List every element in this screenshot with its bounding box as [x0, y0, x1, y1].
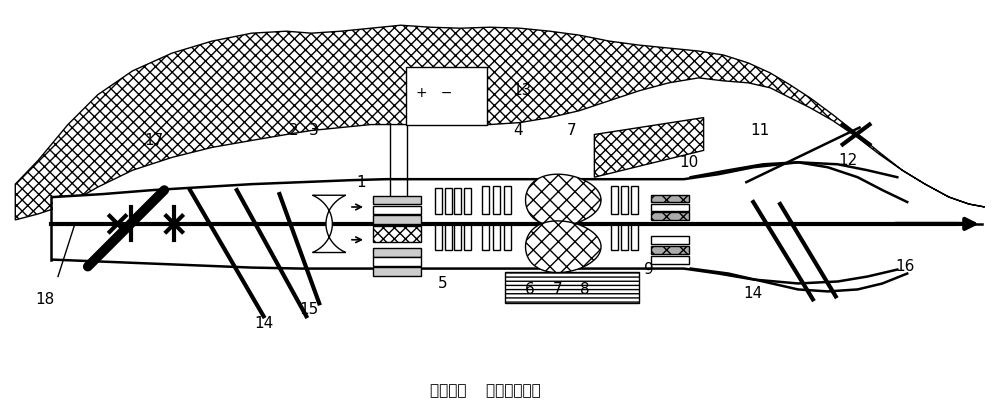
Polygon shape — [526, 174, 601, 226]
Bar — [435, 224, 442, 250]
Bar — [373, 215, 421, 224]
Text: 5: 5 — [438, 276, 447, 291]
Bar — [373, 226, 421, 242]
Bar — [373, 267, 421, 276]
Bar — [493, 224, 500, 250]
Text: 18: 18 — [35, 292, 55, 307]
Text: 12: 12 — [838, 153, 857, 168]
Bar — [445, 224, 452, 250]
Polygon shape — [313, 195, 346, 253]
Bar — [611, 186, 618, 214]
Bar — [651, 204, 689, 211]
Bar — [611, 224, 618, 250]
Bar — [464, 188, 471, 214]
Bar — [651, 213, 689, 220]
Text: 发电部分    燃气涡轮部分: 发电部分 燃气涡轮部分 — [430, 383, 540, 398]
Bar — [651, 194, 689, 202]
Text: 10: 10 — [679, 155, 698, 170]
Text: 13: 13 — [512, 83, 532, 98]
Text: 14: 14 — [744, 286, 763, 301]
Text: 17: 17 — [145, 133, 164, 148]
Text: 7: 7 — [553, 282, 562, 297]
Bar — [406, 67, 487, 124]
Text: 8: 8 — [580, 282, 589, 297]
Bar — [373, 257, 421, 266]
Text: 1: 1 — [356, 175, 366, 190]
Polygon shape — [15, 25, 985, 220]
Bar — [621, 224, 628, 250]
Bar — [373, 206, 421, 214]
Text: 3: 3 — [308, 123, 318, 138]
Bar — [482, 224, 489, 250]
Text: 15: 15 — [300, 302, 319, 317]
Text: 7: 7 — [567, 123, 576, 138]
Text: +   −: + − — [416, 86, 452, 100]
Bar — [464, 224, 471, 250]
Bar — [651, 256, 689, 264]
Bar — [445, 188, 452, 214]
Bar — [373, 196, 421, 204]
Bar — [631, 186, 638, 214]
Polygon shape — [594, 117, 704, 177]
Text: 14: 14 — [254, 316, 273, 331]
Bar — [505, 272, 639, 303]
Bar — [482, 186, 489, 214]
Bar — [454, 224, 461, 250]
Text: 4: 4 — [513, 123, 523, 138]
Bar — [631, 224, 638, 250]
Bar — [504, 186, 511, 214]
Bar — [504, 224, 511, 250]
Bar — [454, 188, 461, 214]
Bar — [651, 246, 689, 254]
Text: 9: 9 — [644, 262, 654, 277]
Bar — [435, 188, 442, 214]
Polygon shape — [526, 221, 601, 273]
Bar — [493, 186, 500, 214]
Bar — [373, 248, 421, 257]
Text: 6: 6 — [525, 282, 535, 297]
Text: 16: 16 — [896, 259, 915, 274]
Bar — [621, 186, 628, 214]
Text: 11: 11 — [751, 123, 770, 138]
Bar — [651, 236, 689, 244]
Text: 2: 2 — [289, 123, 298, 138]
